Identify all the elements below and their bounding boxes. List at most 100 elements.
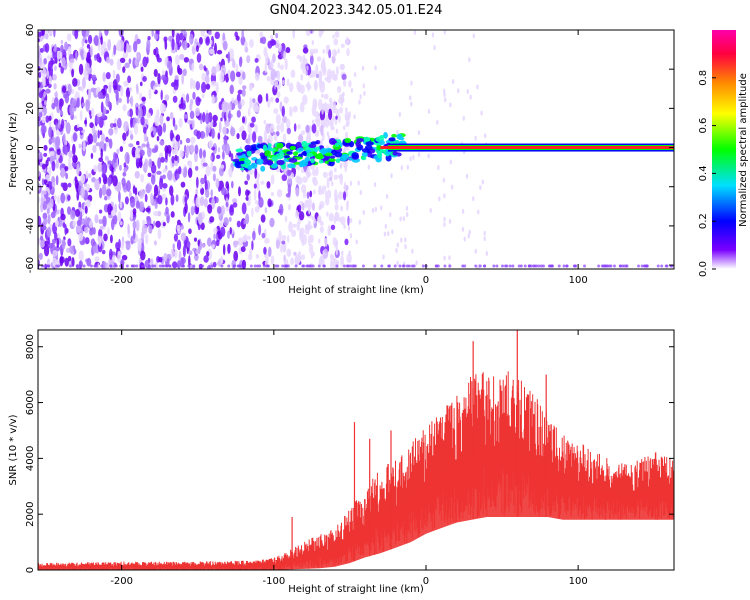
spectrogram-cell [180, 181, 186, 188]
spectrogram-cell [192, 91, 196, 100]
spectrogram-cell [241, 259, 247, 269]
spectrogram-cell [322, 171, 328, 178]
spectrogram-cell [133, 228, 136, 240]
spectrogram-cell [258, 224, 262, 236]
spectrogram-cell [254, 57, 259, 63]
spectrogram-cell [597, 264, 601, 268]
spectrogram-cell [391, 229, 394, 235]
spectrogram-cell [387, 231, 390, 237]
spectrogram-cell [100, 133, 106, 143]
spectrogram-cell [141, 143, 147, 148]
spectrogram-cell [188, 228, 192, 235]
spectrogram-cell [348, 250, 351, 256]
spectrogram-cell [311, 264, 315, 268]
spectrogram-cell [320, 124, 324, 136]
spectrogram-cell [326, 211, 329, 217]
spectrogram-cell [222, 150, 225, 160]
spectrogram-cell [317, 112, 320, 118]
spectrogram-cell [141, 96, 146, 102]
spectrogram-cell [168, 264, 172, 268]
spectrogram-cell [427, 153, 430, 159]
spectrogram-cell [100, 101, 104, 114]
spectrogram-cell [266, 75, 271, 82]
spectrogram-cell [48, 242, 54, 249]
spectrogram-cell [146, 56, 149, 64]
spectrogram-cell [201, 93, 205, 99]
spectrogram-cell [329, 155, 336, 159]
spectrogram-cell [264, 237, 270, 244]
spectrogram-cell [218, 166, 224, 177]
spectrogram-cell [279, 101, 283, 112]
spectrogram-cell [140, 264, 144, 268]
snr-y-axis-label: SNR (10 * v/v) [8, 414, 19, 485]
spectrogram-cell [125, 241, 131, 251]
spectrogram-cell [55, 175, 59, 186]
spectrogram-cell [71, 256, 75, 267]
spectrogram-cell [278, 230, 282, 242]
spectrogram-cell [480, 110, 483, 116]
spectrogram-cell [263, 246, 267, 255]
spectrogram-cell [154, 145, 158, 153]
spectrogram-cell [87, 88, 92, 101]
spectrogram-cell [80, 186, 86, 199]
spectrogram-cell [637, 264, 641, 268]
spectrogram-cell [533, 264, 537, 268]
spectrogram-cell [220, 255, 224, 264]
spectrogram-cell [261, 232, 266, 239]
spectrogram-cell [319, 204, 322, 210]
spectrogram-cell [98, 209, 103, 214]
spectrogram-cell [483, 230, 486, 236]
spectrogram-cell [105, 262, 109, 269]
snr-x-tick-label: 100 [569, 576, 588, 587]
spectrogram-y-tick-label: 0 [25, 144, 36, 150]
spectrogram-cell [53, 83, 57, 90]
spectrogram-cell [146, 112, 152, 119]
spectrogram-cell [40, 63, 45, 69]
spectrogram-cell [76, 219, 82, 226]
spectrogram-cell [315, 166, 319, 177]
spectrogram-cell [305, 124, 310, 133]
spectrogram-cell [51, 160, 56, 172]
spectrogram-cell [81, 218, 87, 225]
spectrogram-cell [302, 264, 306, 268]
spectrogram-cell [287, 183, 292, 196]
spectrogram-cell [187, 167, 193, 179]
spectrogram-cell [330, 181, 334, 187]
spectrogram-cell [241, 202, 247, 215]
spectrogram-cell [225, 73, 229, 83]
spectrogram-cell [387, 264, 391, 268]
spectrogram-cell [70, 210, 76, 220]
spectrogram-cell [467, 233, 470, 239]
spectrogram-cell [87, 173, 92, 179]
colorbar-tick-label: 0.6 [698, 118, 709, 134]
spectrogram-cell [38, 196, 41, 204]
spectrogram-cell [46, 226, 52, 238]
spectrogram-cell [180, 257, 186, 265]
spectrogram-cell [195, 81, 201, 91]
spectrogram-cell [211, 94, 215, 105]
spectrogram-cell [97, 129, 100, 139]
spectrogram-cell [461, 208, 465, 214]
spectrogram-cell [335, 240, 339, 246]
spectrogram-cell [183, 166, 188, 178]
spectrogram-cell [478, 264, 482, 268]
figure-title: GN04.2023.342.05.01.E24 [270, 3, 443, 18]
spectrogram-cell [148, 158, 153, 168]
spectrogram-cell [404, 237, 407, 243]
spectrogram-cell [116, 148, 120, 155]
spectrogram-cell [38, 151, 43, 160]
spectrogram-cell [86, 257, 92, 267]
spectrogram-cell [150, 192, 154, 205]
spectrogram-cell [118, 30, 124, 37]
spectrogram-cell [222, 40, 228, 51]
spectrogram-cell [229, 84, 234, 95]
spectrogram-cell [51, 102, 56, 110]
spectrogram-cell [469, 94, 472, 100]
spectrogram-cell [321, 30, 325, 34]
spectrogram-cell [108, 138, 113, 149]
spectrogram-cell [411, 248, 414, 254]
spectrogram-cell [144, 193, 148, 203]
spectrogram-cell [58, 62, 62, 68]
spectrogram-cell [410, 264, 414, 268]
spectrogram-cell [301, 168, 305, 174]
